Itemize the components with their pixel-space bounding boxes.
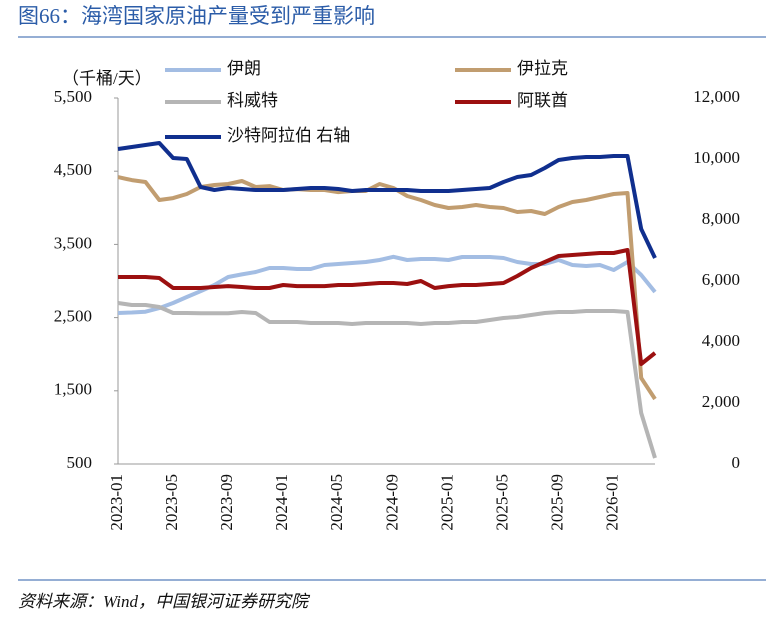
- legend-label: 伊拉克: [517, 59, 568, 78]
- y-tick-label: 500: [67, 453, 93, 472]
- y-tick-label: 4,500: [54, 160, 92, 179]
- legend-label: 伊朗: [227, 59, 261, 78]
- y2-tick-label: 12,000: [693, 87, 740, 106]
- y-axis-label: （千桶/天）: [62, 69, 152, 88]
- x-tick-label: 2024-05: [327, 474, 346, 531]
- y2-tick-label: 2,000: [702, 392, 740, 411]
- series-line: [117, 175, 657, 401]
- y-tick-label: 2,500: [54, 307, 92, 326]
- x-tick-label: 2024-09: [382, 474, 401, 531]
- y2-tick-label: 0: [732, 453, 741, 472]
- x-tick-label: 2023-01: [107, 474, 126, 531]
- x-tick-label: 2023-05: [162, 474, 181, 531]
- y2-tick-label: 6,000: [702, 270, 740, 289]
- legend-label: 阿联酋: [517, 91, 568, 110]
- series-line: [117, 141, 657, 259]
- x-tick-label: 2024-01: [272, 474, 291, 531]
- x-tick-label: 2025-05: [492, 474, 511, 531]
- y2-tick-label: 10,000: [693, 148, 740, 167]
- series-line: [118, 248, 657, 366]
- series-line: [117, 301, 657, 459]
- x-tick-label: 2025-01: [437, 474, 456, 531]
- x-tick-label: 2025-09: [548, 474, 567, 531]
- y-tick-label: 5,500: [54, 87, 92, 106]
- y2-tick-label: 4,000: [702, 331, 740, 350]
- y-tick-label: 3,500: [54, 233, 92, 252]
- chart-title: 图66：海湾国家原油产量受到严重影响: [18, 4, 375, 28]
- legend-label: 沙特阿拉伯 右轴: [227, 126, 350, 145]
- x-tick-label: 2026-01: [603, 474, 622, 531]
- source-note: 资料来源：Wind，中国银河证券研究院: [18, 592, 311, 611]
- legend-label: 科威特: [227, 91, 278, 110]
- y2-tick-label: 8,000: [702, 209, 740, 228]
- x-tick-label: 2023-09: [217, 474, 236, 531]
- y-tick-label: 1,500: [54, 380, 92, 399]
